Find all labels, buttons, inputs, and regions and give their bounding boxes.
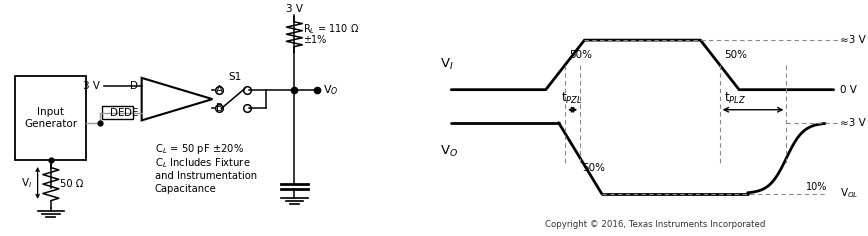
Text: V$_O$: V$_O$ [440, 143, 458, 159]
Text: Capacitance: Capacitance [155, 184, 217, 194]
Text: 3 V: 3 V [83, 80, 101, 91]
Text: A: A [216, 85, 223, 95]
Text: t$_{PLZ}$: t$_{PLZ}$ [724, 91, 746, 106]
Text: ±1%: ±1% [303, 35, 326, 45]
FancyBboxPatch shape [16, 76, 86, 160]
Text: 10%: 10% [806, 182, 827, 192]
Text: R$_L$ = 110 Ω: R$_L$ = 110 Ω [303, 23, 359, 36]
Text: 50 Ω: 50 Ω [60, 179, 83, 189]
Text: t$_{PZL}$: t$_{PZL}$ [561, 91, 582, 106]
Text: 50%: 50% [724, 50, 747, 60]
Text: and Instrumentation: and Instrumentation [155, 171, 257, 181]
Text: Input
Generator: Input Generator [24, 107, 77, 129]
Text: DE: DE [123, 108, 138, 118]
Text: D: D [130, 80, 138, 91]
Text: Copyright © 2016, Texas Instruments Incorporated: Copyright © 2016, Texas Instruments Inco… [545, 220, 766, 229]
Text: V$_{OL}$: V$_{OL}$ [840, 187, 858, 200]
Text: C$_L$ = 50 pF ±20%: C$_L$ = 50 pF ±20% [155, 142, 244, 156]
Text: S1: S1 [228, 72, 241, 81]
Text: V$_I$: V$_I$ [440, 57, 454, 72]
FancyBboxPatch shape [102, 106, 133, 119]
Text: ≈3 V: ≈3 V [840, 118, 865, 128]
Text: C$_L$ Includes Fixture: C$_L$ Includes Fixture [155, 156, 251, 170]
Text: 3 V: 3 V [286, 4, 303, 14]
Text: V$_I$: V$_I$ [21, 176, 32, 190]
Text: 50%: 50% [582, 163, 605, 173]
Text: 50%: 50% [569, 50, 592, 60]
Text: V$_O$: V$_O$ [323, 83, 339, 97]
Text: 0 V: 0 V [840, 85, 857, 95]
Text: ≈3 V: ≈3 V [840, 35, 865, 45]
Text: DE: DE [110, 108, 125, 118]
Text: B: B [216, 103, 223, 114]
